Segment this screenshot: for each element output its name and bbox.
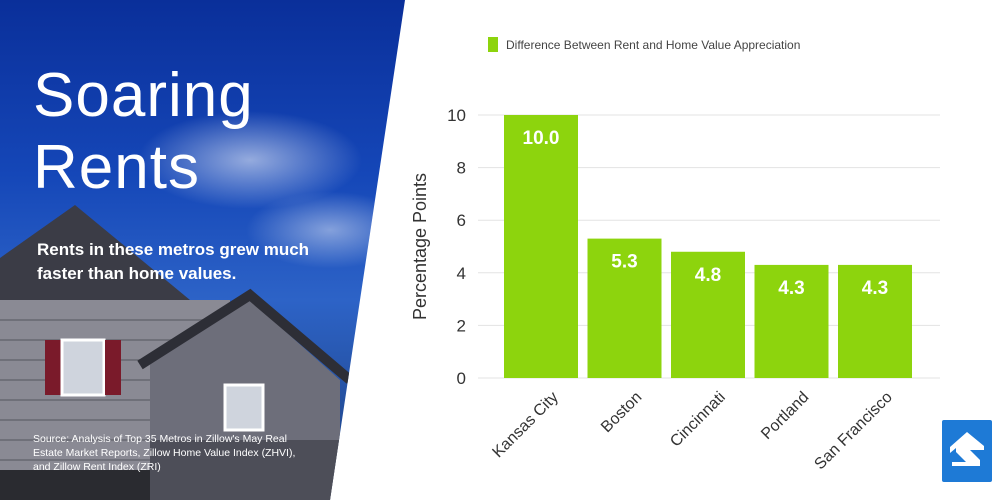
y-tick-label: 10 <box>447 106 466 125</box>
hero-subtitle: Rents in these metros grew much faster t… <box>37 240 310 283</box>
y-tick-label: 2 <box>457 316 466 335</box>
bar <box>754 264 829 378</box>
x-tick-labels: Kansas City Boston Cincinnati Portland San F… <box>489 389 895 473</box>
bar <box>504 115 578 378</box>
legend-swatch <box>488 37 498 52</box>
bar-value-label: 10.0 <box>523 128 560 149</box>
bar-chart: Difference Between Rent and Home Value A… <box>410 37 940 473</box>
y-tick-labels: 0 2 4 6 8 10 <box>447 106 466 388</box>
y-axis-label: Percentage Points <box>410 173 430 320</box>
hero-photo-panel <box>0 0 405 500</box>
bar-value-label: 5.3 <box>611 252 637 273</box>
y-tick-label: 8 <box>457 159 466 178</box>
bar-value-labels: 10.0 5.3 4.8 4.3 4.3 <box>523 128 889 299</box>
source-note: Source: Analysis of Top 35 Metros in Zil… <box>33 433 296 473</box>
legend-label: Difference Between Rent and Home Value A… <box>506 38 800 52</box>
bar-value-label: 4.3 <box>862 278 888 299</box>
bars <box>504 115 912 378</box>
legend: Difference Between Rent and Home Value A… <box>488 37 800 52</box>
y-tick-label: 0 <box>457 369 466 388</box>
bar-value-label: 4.3 <box>778 278 804 299</box>
x-tick-label: Kansas City <box>489 389 561 461</box>
bar <box>671 251 745 378</box>
x-tick-label: San Francisco <box>811 389 895 473</box>
bar <box>838 264 912 378</box>
bar-value-label: 4.8 <box>695 265 721 286</box>
house-photo <box>0 205 354 500</box>
hero-title: Soaring Rents <box>33 61 254 202</box>
zillow-logo-icon <box>942 420 992 482</box>
bar <box>587 238 662 378</box>
x-tick-label: Portland <box>758 389 812 443</box>
x-tick-label: Boston <box>598 389 645 436</box>
y-tick-label: 4 <box>457 264 466 283</box>
y-tick-label: 6 <box>457 211 466 230</box>
x-tick-label: Cincinnati <box>667 389 729 451</box>
